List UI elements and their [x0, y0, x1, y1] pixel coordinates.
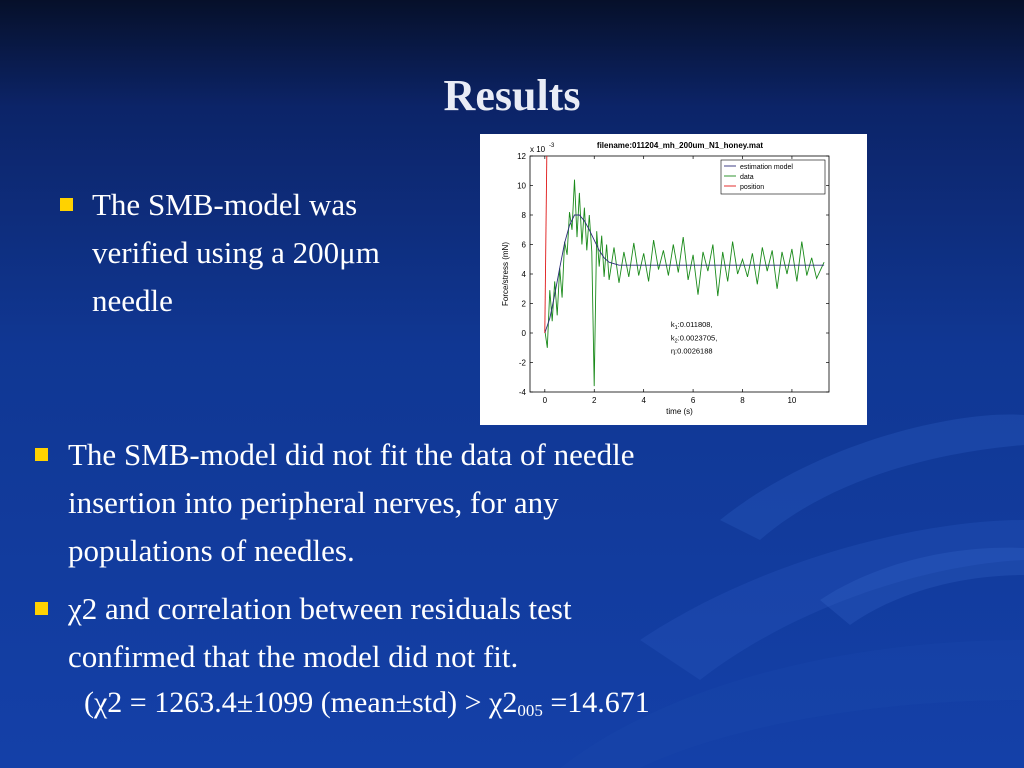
y-tick-label: -4: [519, 388, 527, 397]
x-tick-label: 10: [787, 396, 796, 405]
bullet-line: χ2 and correlation between residuals tes…: [68, 591, 572, 626]
stat-subscript: 005: [517, 701, 543, 720]
x-tick-label: 6: [691, 396, 696, 405]
legend-box: [720, 159, 826, 195]
y-tick-label: 0: [522, 329, 527, 338]
bullet-line: verified using a 200μm: [92, 235, 380, 270]
legend-label: position: [740, 184, 764, 191]
bullet-line: insertion into peripheral nerves, for an…: [68, 485, 559, 520]
bullet-line: populations of needles.: [68, 533, 355, 568]
series-line-position: [544, 156, 548, 334]
y-tick-label: 12: [517, 152, 526, 161]
stat-text-pre: (χ2 = 1263.4±1099 (mean±std) > χ2: [84, 686, 518, 719]
y-tick-label: 2: [522, 300, 527, 309]
force-time-chart: 0 2 4 6 8 10 -4 -2 0 2 4 6 8 10 12 x 10 -3 filename:01120…: [480, 134, 867, 425]
series-line-estimation-model: [544, 214, 825, 334]
bullet-square-icon: [35, 602, 48, 615]
bullet-square-icon: [60, 198, 73, 211]
y-multiplier-label: x 10: [530, 145, 546, 154]
bullet-line: confirmed that the model did not fit.: [68, 639, 519, 674]
x-tick-label: 8: [740, 396, 745, 405]
bullet-chi-square: χ2 and correlation between residuals tes…: [35, 585, 572, 681]
y-tick-label: 10: [517, 182, 526, 191]
legend-label: estimation model: [740, 164, 793, 171]
x-tick-label: 4: [641, 396, 646, 405]
x-tick-label: 0: [543, 396, 548, 405]
y-tick-label: -2: [519, 359, 527, 368]
y-tick-label: 6: [522, 241, 527, 250]
annotation-param: k2:0.0023705,: [671, 333, 717, 344]
bullet-smb-verified: The SMB-model was verified using a 200μm…: [60, 181, 380, 325]
x-axis-label: time (s): [666, 407, 693, 416]
bullet-smb-not-fit: The SMB-model did not fit the data of ne…: [35, 431, 634, 575]
y-multiplier-exponent: -3: [549, 143, 555, 149]
bullet-line: needle: [92, 283, 173, 318]
legend-label: data: [740, 174, 754, 181]
series-line-data: [544, 179, 825, 387]
annotation-param: η:0.0026188: [671, 347, 713, 356]
slide-title: Results: [443, 71, 581, 120]
chart-title: filename:011204_mh_200um_N1_honey.mat: [597, 141, 763, 150]
y-tick-label: 4: [522, 270, 527, 279]
chi-square-stat-line: (χ2 = 1263.4±1099 (mean±std) > χ2005 =14…: [84, 686, 650, 721]
chart-svg: 0 2 4 6 8 10 -4 -2 0 2 4 6 8 10 12 x 10 -3 filename:01120…: [501, 141, 830, 416]
bullet-line: The SMB-model did not fit the data of ne…: [68, 437, 635, 472]
bullet-line: The SMB-model was: [92, 187, 358, 222]
bullet-square-icon: [35, 448, 48, 461]
y-tick-label: 8: [522, 211, 527, 220]
stat-text-post: =14.671: [542, 686, 650, 719]
annotation-param: k1:0.011808,: [671, 320, 713, 331]
y-axis-label: Force/stress (mN): [501, 242, 510, 306]
x-tick-label: 2: [592, 396, 597, 405]
